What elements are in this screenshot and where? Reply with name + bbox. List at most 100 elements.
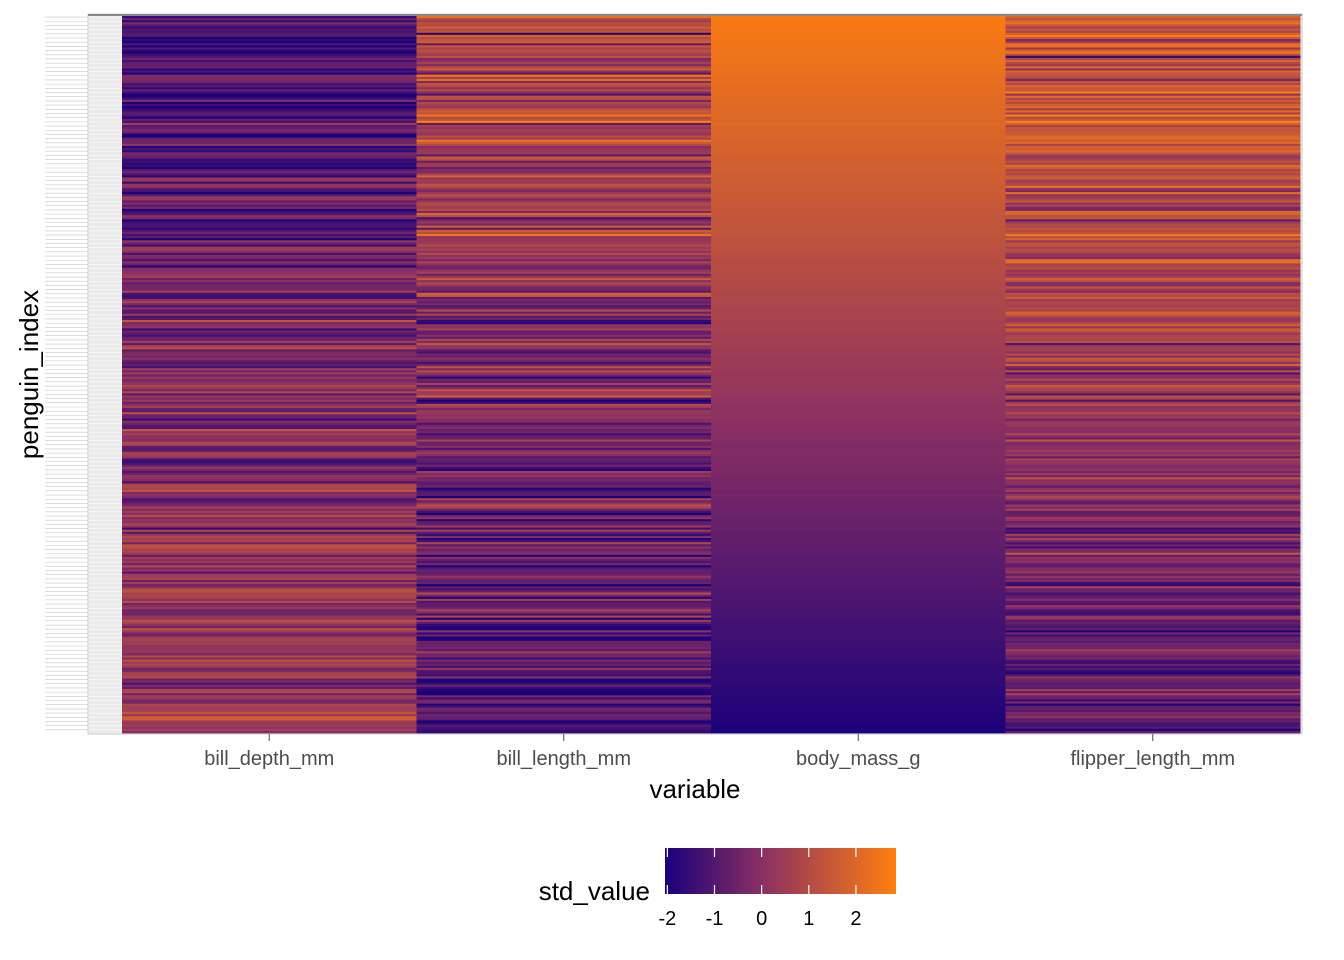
- heatmap-cell: [416, 252, 712, 256]
- heatmap-cell: [1005, 712, 1301, 715]
- heatmap-cell: [122, 454, 417, 457]
- heatmap-cell: [122, 202, 417, 206]
- heatmap-cell: [416, 573, 712, 577]
- heatmap-cell: [711, 173, 1006, 176]
- heatmap-cell: [711, 588, 1006, 591]
- heatmap-cell: [711, 498, 1006, 501]
- heatmap-cell: [122, 255, 417, 258]
- heatmap-cell: [416, 634, 712, 637]
- heatmap-cell: [711, 66, 1006, 69]
- legend-ticks: -2 -1 0 1 2: [658, 848, 861, 930]
- heatmap-cell: [1005, 435, 1301, 438]
- heatmap-cell: [416, 521, 712, 524]
- heatmap-cell: [416, 661, 712, 665]
- heatmap-cell: [122, 567, 417, 570]
- heatmap-cell: [711, 261, 1006, 264]
- heatmap-cell: [122, 519, 417, 522]
- heatmap-cell: [1005, 395, 1301, 398]
- heatmap-cell: [711, 349, 1006, 352]
- heatmap-cell: [1005, 158, 1301, 162]
- heatmap-cell: [122, 649, 417, 652]
- heatmap-cell: [711, 255, 1006, 258]
- heatmap-cell: [122, 355, 417, 359]
- heatmap-cell: [1005, 605, 1301, 608]
- heatmap-cell: [416, 605, 712, 608]
- heatmap-cell: [711, 670, 1006, 673]
- heatmap-cell: [1005, 494, 1301, 497]
- heatmap-cell: [711, 525, 1006, 528]
- heatmap-cell: [711, 227, 1006, 231]
- heatmap-cell: [1005, 169, 1301, 172]
- heatmap-cell: [122, 187, 417, 191]
- heatmap-cell: [416, 51, 712, 55]
- heatmap-cell: [416, 39, 712, 42]
- heatmap-cell: [416, 55, 712, 59]
- heatmap-cell: [1005, 355, 1301, 359]
- heatmap-cell: [711, 647, 1006, 650]
- heatmap-cell: [1005, 242, 1301, 245]
- heatmap-cell: [1005, 489, 1301, 493]
- heatmap-cell: [711, 91, 1006, 94]
- heatmap-cell: [416, 192, 712, 195]
- heatmap-cell: [416, 454, 712, 457]
- heatmap-cell: [1005, 431, 1301, 434]
- heatmap-cell: [122, 714, 417, 717]
- heatmap-cell: [416, 364, 712, 367]
- heatmap-cell: [1005, 49, 1301, 53]
- heatmap-cell: [711, 401, 1006, 405]
- heatmap-cell: [416, 43, 712, 46]
- heatmap-cell: [1005, 204, 1301, 208]
- heatmap-cell: [711, 378, 1006, 382]
- heatmap-cell: [122, 204, 417, 208]
- heatmap-cell: [122, 688, 417, 692]
- heatmap-cell: [122, 640, 417, 644]
- heatmap-cell: [1005, 91, 1301, 94]
- heatmap-cell: [1005, 108, 1301, 111]
- heatmap-cell: [711, 376, 1006, 380]
- heatmap-cell: [711, 510, 1006, 514]
- heatmap-cell: [1005, 554, 1301, 558]
- heatmap-cell: [1005, 160, 1301, 164]
- heatmap-cell: [122, 217, 417, 220]
- heatmap-cell: [122, 653, 417, 656]
- heatmap-cell: [416, 231, 712, 235]
- heatmap-cell: [711, 661, 1006, 665]
- heatmap-cell: [122, 110, 417, 113]
- heatmap-cell: [1005, 569, 1301, 572]
- heatmap-cell: [416, 615, 712, 619]
- heatmap-cell: [711, 590, 1006, 593]
- heatmap-cell: [416, 101, 712, 105]
- heatmap-cell: [122, 548, 417, 552]
- heatmap-cell: [711, 244, 1006, 248]
- heatmap-cell: [711, 691, 1006, 694]
- heatmap-cell: [711, 429, 1006, 432]
- heatmap-cell: [711, 372, 1006, 375]
- heatmap-cell: [122, 540, 417, 543]
- heatmap-cell: [416, 636, 712, 640]
- heatmap-cell: [1005, 403, 1301, 407]
- heatmap-cell: [711, 487, 1006, 491]
- heatmap-cell: [122, 418, 417, 422]
- heatmap-cell: [416, 28, 712, 32]
- heatmap-cell: [711, 273, 1006, 277]
- heatmap-cell: [122, 405, 417, 409]
- heatmap-cell: [416, 676, 712, 679]
- heatmap-cell: [416, 200, 712, 203]
- heatmap-cell: [1005, 286, 1301, 289]
- heatmap-cell: [122, 322, 417, 325]
- heatmap-cell: [1005, 544, 1301, 547]
- heatmap-cell: [122, 521, 417, 524]
- heatmap-cell: [1005, 192, 1301, 195]
- heatmap-cell: [1005, 173, 1301, 176]
- legend-colorbar: [665, 848, 896, 894]
- heatmap-cell: [122, 391, 417, 394]
- heatmap-cell: [711, 292, 1006, 296]
- heatmap-cell: [711, 187, 1006, 191]
- heatmap-cell: [1005, 460, 1301, 463]
- heatmap-cell: [416, 202, 712, 206]
- heatmap-cell: [711, 160, 1006, 164]
- heatmap-cell: [711, 437, 1006, 440]
- heatmap-cell: [711, 179, 1006, 183]
- heatmap-cell: [711, 577, 1006, 581]
- heatmap-cell: [1005, 600, 1301, 604]
